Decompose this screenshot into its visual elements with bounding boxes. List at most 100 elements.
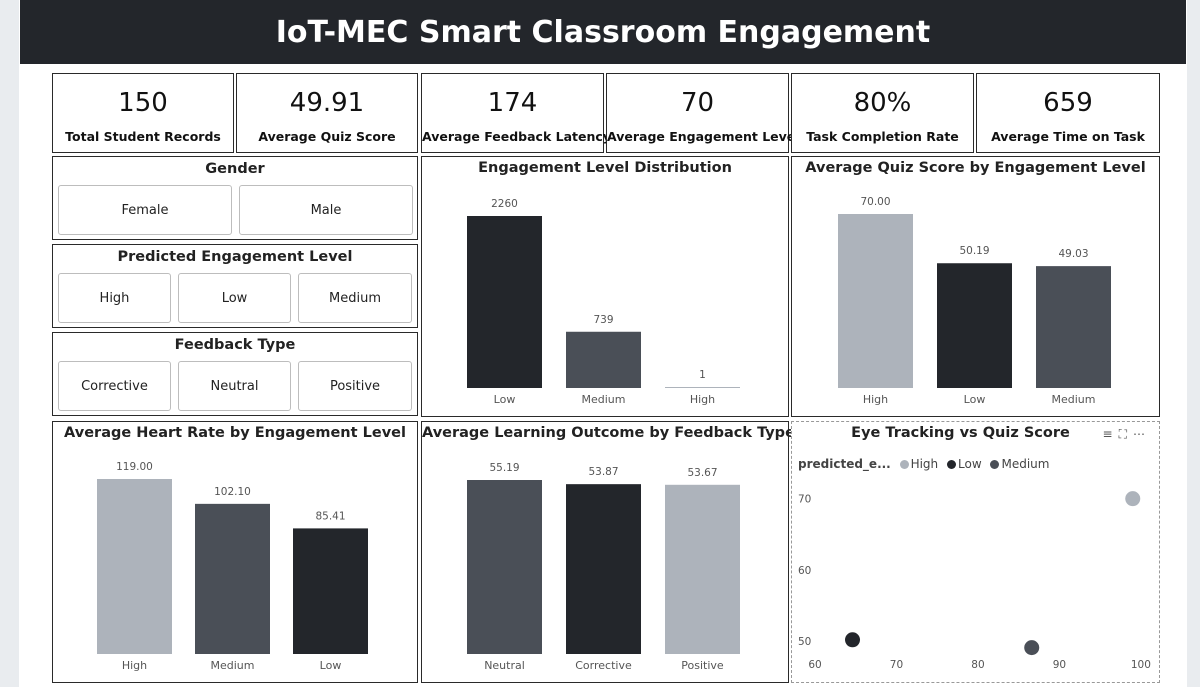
legend-title: predicted_e... (798, 457, 891, 471)
scatter-point-medium (1024, 640, 1040, 656)
data-label: 50.19 (959, 245, 989, 257)
bar-high (97, 479, 172, 654)
x-tick-label: 90 (1053, 659, 1066, 671)
kpi-card-engagement-level[interactable]: 70 Average Engagement Level (606, 73, 800, 153)
data-label: 739 (593, 314, 613, 326)
kpi-card-time-on-task[interactable]: 659 Average Time on Task (976, 73, 1160, 153)
slicer-title: Feedback Type (174, 337, 296, 353)
eye-tracking-scatter-chart[interactable]: Eye Tracking vs Quiz Score ≡⛶⋯ predicted… (791, 421, 1160, 683)
chart-title: Average Quiz Score by Engagement Level (805, 160, 1146, 176)
slicer-option-low[interactable]: Low (178, 273, 291, 323)
legend-label-medium[interactable]: Medium (1001, 457, 1050, 471)
kpi-label: Average Engagement Level (607, 129, 800, 144)
x-tick-label: Medium (211, 659, 255, 672)
y-tick-label: 50 (798, 636, 811, 648)
bar-high (838, 214, 913, 388)
x-tick-label: 60 (808, 659, 821, 671)
kpi-card-average-quiz-score[interactable]: 49.91 Average Quiz Score (236, 73, 418, 153)
engagement-distribution-chart[interactable]: Engagement Level Distribution 2260 Low 739… (421, 156, 789, 417)
data-label: 70.00 (860, 196, 890, 208)
bar-low (467, 216, 542, 388)
legend-dot-high (899, 460, 909, 469)
data-label: 53.87 (588, 466, 618, 478)
data-label: 55.19 (489, 462, 519, 474)
chart-title: Engagement Level Distribution (478, 160, 732, 176)
x-tick-label: 80 (971, 659, 984, 671)
slicer-option-positive[interactable]: Positive (298, 361, 412, 411)
bar-chart-svg: 119.00 High 102.10 Medium 85.41 Low (97, 461, 368, 672)
x-tick-label: 70 (890, 659, 903, 671)
y-tick-label: 70 (798, 494, 811, 506)
slicer-option-medium[interactable]: Medium (298, 273, 412, 323)
kpi-card-total-records[interactable]: 150 Total Student Records (52, 73, 234, 153)
data-label: 119.00 (116, 461, 153, 473)
x-tick-label: Neutral (484, 659, 525, 672)
visual-toolbar: ≡⛶⋯ (1103, 427, 1151, 442)
bar-high (665, 387, 740, 388)
heart-rate-by-engagement-chart[interactable]: Average Heart Rate by Engagement Level 1… (52, 421, 418, 683)
quiz-score-by-engagement-chart[interactable]: Average Quiz Score by Engagement Level 7… (791, 156, 1160, 417)
data-label: 1 (699, 369, 706, 381)
legend-label-low[interactable]: Low (958, 457, 982, 471)
scatter-point-low (845, 632, 861, 648)
kpi-label: Average Feedback Latency (422, 129, 611, 144)
x-tick-label: High (863, 393, 888, 406)
x-tick-label: Low (964, 393, 986, 406)
slicer-option-female[interactable]: Female (58, 185, 232, 235)
kpi-value: 150 (118, 88, 168, 118)
more-options-icon[interactable]: ⋯ (1133, 427, 1151, 441)
kpi-value: 174 (487, 88, 538, 118)
kpi-label: Average Quiz Score (258, 129, 396, 144)
chart-title: Average Learning Outcome by Feedback Typ… (422, 425, 795, 441)
bar-chart-svg: 55.19 Neutral 53.87 Corrective 53.67 Positive (467, 462, 740, 672)
legend-dot-low (947, 460, 956, 469)
filter-icon[interactable]: ≡ (1102, 427, 1119, 441)
bar-low (937, 263, 1012, 388)
scatter-point-high (1125, 491, 1141, 507)
learning-outcome-by-feedback-chart[interactable]: Average Learning Outcome by Feedback Typ… (421, 421, 795, 683)
data-label: 85.41 (315, 510, 345, 522)
slicer-option-corrective[interactable]: Corrective (58, 361, 171, 411)
x-tick-label: Low (494, 393, 516, 406)
kpi-value: 49.91 (289, 88, 365, 118)
bar-medium (1036, 266, 1111, 388)
y-tick-label: 60 (798, 565, 811, 577)
legend-dot-medium (990, 460, 1000, 469)
kpi-label: Task Completion Rate (806, 129, 959, 144)
scatter-svg: 60 70 80 90 100 50 60 70 (798, 491, 1151, 671)
slicer-option-neutral[interactable]: Neutral (178, 361, 291, 411)
slicer-title: Gender (205, 161, 265, 177)
bar-low (293, 528, 368, 654)
bar-neutral (467, 480, 542, 654)
slicer-option-male[interactable]: Male (239, 185, 413, 235)
x-tick-label: High (122, 659, 147, 672)
kpi-label: Average Time on Task (991, 129, 1145, 144)
predicted-engagement-slicer: Predicted Engagement Level High Low Medi… (52, 244, 418, 328)
bar-chart-svg: 70.00 High 50.19 Low 49.03 Medium (838, 196, 1111, 406)
kpi-value: 659 (1043, 88, 1093, 118)
gender-slicer: Gender Female Male (52, 156, 418, 240)
bar-chart-svg: 2260 Low 739 Medium 1 High (467, 198, 740, 406)
expand-icon[interactable]: ⛶ (1118, 427, 1133, 441)
x-tick-label: High (690, 393, 715, 406)
bar-medium (195, 503, 270, 654)
x-tick-label: Positive (681, 659, 724, 672)
slicer-option-high[interactable]: High (58, 273, 171, 323)
report-title: IoT-MEC Smart Classroom Engagement (275, 14, 931, 50)
x-tick-label: Medium (1052, 393, 1096, 406)
kpi-card-feedback-latency[interactable]: 174 Average Feedback Latency (421, 73, 611, 153)
feedback-type-slicer: Feedback Type Corrective Neutral Positiv… (52, 332, 418, 416)
kpi-label: Total Student Records (65, 129, 221, 144)
chart-title: Average Heart Rate by Engagement Level (64, 425, 406, 441)
kpi-value: 70 (680, 88, 715, 118)
legend-label-high[interactable]: High (910, 457, 939, 471)
x-tick-label: 100 (1131, 659, 1151, 671)
data-label: 2260 (491, 198, 518, 210)
chart-title: Eye Tracking vs Quiz Score (851, 425, 1070, 441)
bar-corrective (566, 484, 641, 654)
kpi-card-task-completion[interactable]: 80% Task Completion Rate (791, 73, 974, 153)
bar-medium (566, 331, 641, 388)
x-tick-label: Low (320, 659, 342, 672)
data-label: 102.10 (214, 486, 251, 498)
slicer-title: Predicted Engagement Level (117, 249, 353, 265)
